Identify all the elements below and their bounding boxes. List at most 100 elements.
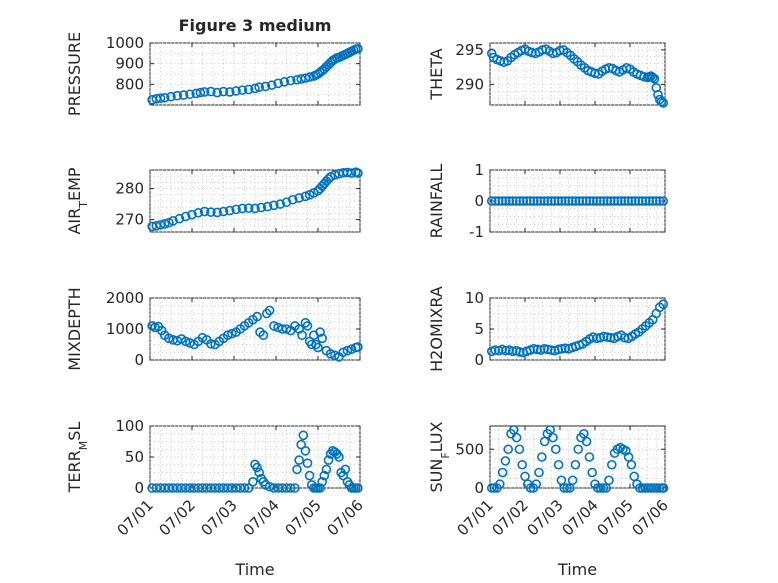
data-point [658,196,669,206]
data-point [528,344,539,354]
data-point [658,483,669,493]
y-tick-label: 1000 [106,320,144,338]
data-point [602,196,613,206]
data-point [511,432,522,443]
data-point [256,202,267,213]
data-point [626,459,637,470]
y-axis-label: THETA [427,48,446,100]
data-point [279,77,290,87]
data-point [658,98,669,108]
data-point [605,332,616,343]
series-markers [147,167,363,232]
data-point [329,350,340,361]
data-point [290,483,300,493]
y-axis-label: TERRMSL [65,422,90,494]
data-point [536,452,547,462]
data-point [252,462,262,473]
data-point [574,196,585,206]
data-point [334,452,344,462]
data-point [342,345,353,356]
y-axis-label: AIRTEMP [65,167,90,234]
data-point [275,199,286,209]
data-point [623,196,634,206]
data-point [503,444,514,455]
x-tick-label: 07/05 [594,496,637,539]
y-tick-label: 0 [474,351,484,369]
data-point [168,216,178,226]
data-point [507,196,518,206]
data-point [556,344,567,354]
data-point [531,479,542,489]
data-point [559,483,570,493]
data-point [315,483,325,493]
y-axis-label: H2OMIXRA [427,286,446,372]
data-point [490,345,501,355]
data-point [250,83,260,94]
x-tick-label: 07/02 [156,496,199,539]
subplot-2: 290 295 THETA [427,41,669,108]
data-point [654,483,665,493]
data-point [187,209,197,220]
y-tick-label: 0 [134,479,144,497]
data-point [567,196,578,206]
data-point [292,464,302,475]
data-point [514,347,525,357]
data-point [329,170,340,180]
x-tick-label: 07/01 [114,496,157,539]
data-point [304,470,315,481]
data-point [534,467,544,478]
data-point [595,483,606,493]
data-point [212,87,222,98]
data-point [164,333,174,344]
data-point [231,204,241,215]
data-point [553,344,564,355]
data-point [294,193,304,203]
data-point [264,305,275,316]
data-point [346,344,357,354]
data-point [542,196,553,206]
data-point [548,432,558,443]
data-point [269,200,279,211]
data-point [222,330,233,341]
subplot-6: 0 5 10 H2OMIXRA [427,286,669,372]
y-tick-label: 50 [125,448,144,466]
x-tick-label: 07/03 [198,496,241,539]
data-point [647,196,658,206]
data-point [174,213,185,224]
series-markers [486,196,669,206]
series-markers [147,305,363,362]
data-point [353,43,363,54]
y-tick-label: 0 [134,351,144,369]
data-point [528,196,539,206]
grid-lines [489,426,666,489]
data-point [302,458,313,469]
data-point [584,196,595,206]
data-point [218,86,229,97]
data-point [500,345,511,356]
data-point [493,196,504,206]
data-point [633,196,644,206]
data-point [588,196,599,206]
data-point [180,211,191,222]
data-point [199,87,210,97]
series-markers [147,430,363,493]
y-tick-label: 2000 [106,289,144,307]
y-tick-label: 10 [465,289,484,307]
y-tick-label: 500 [455,440,484,458]
data-point [262,201,273,212]
data-point [500,196,511,206]
data-point [193,207,204,218]
data-point [243,203,254,213]
data-point [581,436,592,447]
data-point [518,196,529,206]
data-point [549,196,560,206]
x-tick-label: 07/03 [524,496,567,539]
data-point [602,332,613,342]
chart-title: Figure 3 medium [179,16,332,35]
data-point [656,96,667,107]
data-point [500,456,511,466]
x-tick-label: 07/06 [629,496,672,539]
data-point [573,444,584,455]
data-point [315,327,325,337]
